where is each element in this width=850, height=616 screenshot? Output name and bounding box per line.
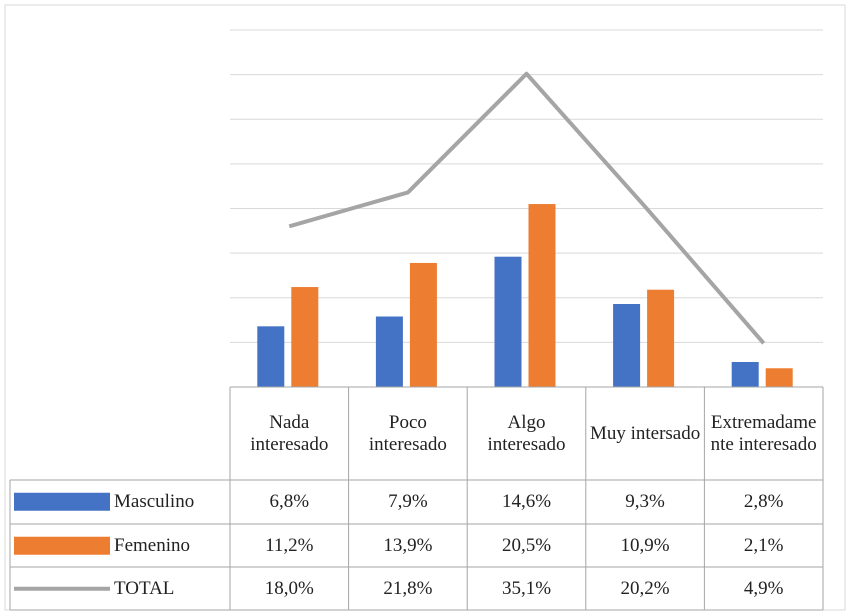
data-label: 2,8%: [743, 490, 784, 512]
data-label: 20,2%: [620, 577, 670, 599]
bar: [291, 287, 319, 387]
legend-key: [14, 492, 110, 511]
bar: [257, 326, 285, 387]
legend-label: TOTAL: [114, 577, 175, 599]
legend-label: Femenino: [114, 534, 190, 556]
x-tick-label: Nada interesado: [250, 411, 329, 455]
data-label: 11,2%: [265, 534, 314, 556]
data-label: 14,6%: [501, 490, 552, 512]
data-label: 2,1%: [743, 534, 784, 556]
legend-key: [14, 536, 110, 555]
bar: [528, 204, 556, 387]
bar: [613, 303, 641, 387]
data-label: 13,9%: [383, 534, 433, 556]
x-tick-label: Muy intersado: [589, 422, 701, 444]
bar: [494, 256, 522, 387]
line: [288, 71, 766, 345]
data-label: 10,9%: [620, 534, 670, 556]
x-tick-label: Extremadamente interesado: [710, 411, 817, 455]
bar: [375, 316, 403, 387]
data-label: 21,8%: [383, 577, 433, 599]
data-label: 7,9%: [388, 490, 428, 512]
bar: [731, 362, 759, 387]
x-tick-label: Algo interesado: [487, 411, 566, 455]
data-label: 6,8%: [269, 490, 310, 512]
data-label: 18,0%: [264, 577, 314, 599]
x-tick-label: Poco interesado: [368, 411, 447, 455]
legend-label: Masculino: [114, 490, 195, 512]
bar: [765, 368, 793, 387]
bar: [647, 289, 675, 387]
data-label: 4,9%: [743, 577, 784, 599]
data-label: 35,1%: [501, 577, 552, 599]
data-label: 20,5%: [501, 534, 552, 556]
bar: [409, 262, 437, 387]
data-label: 9,3%: [625, 490, 665, 512]
